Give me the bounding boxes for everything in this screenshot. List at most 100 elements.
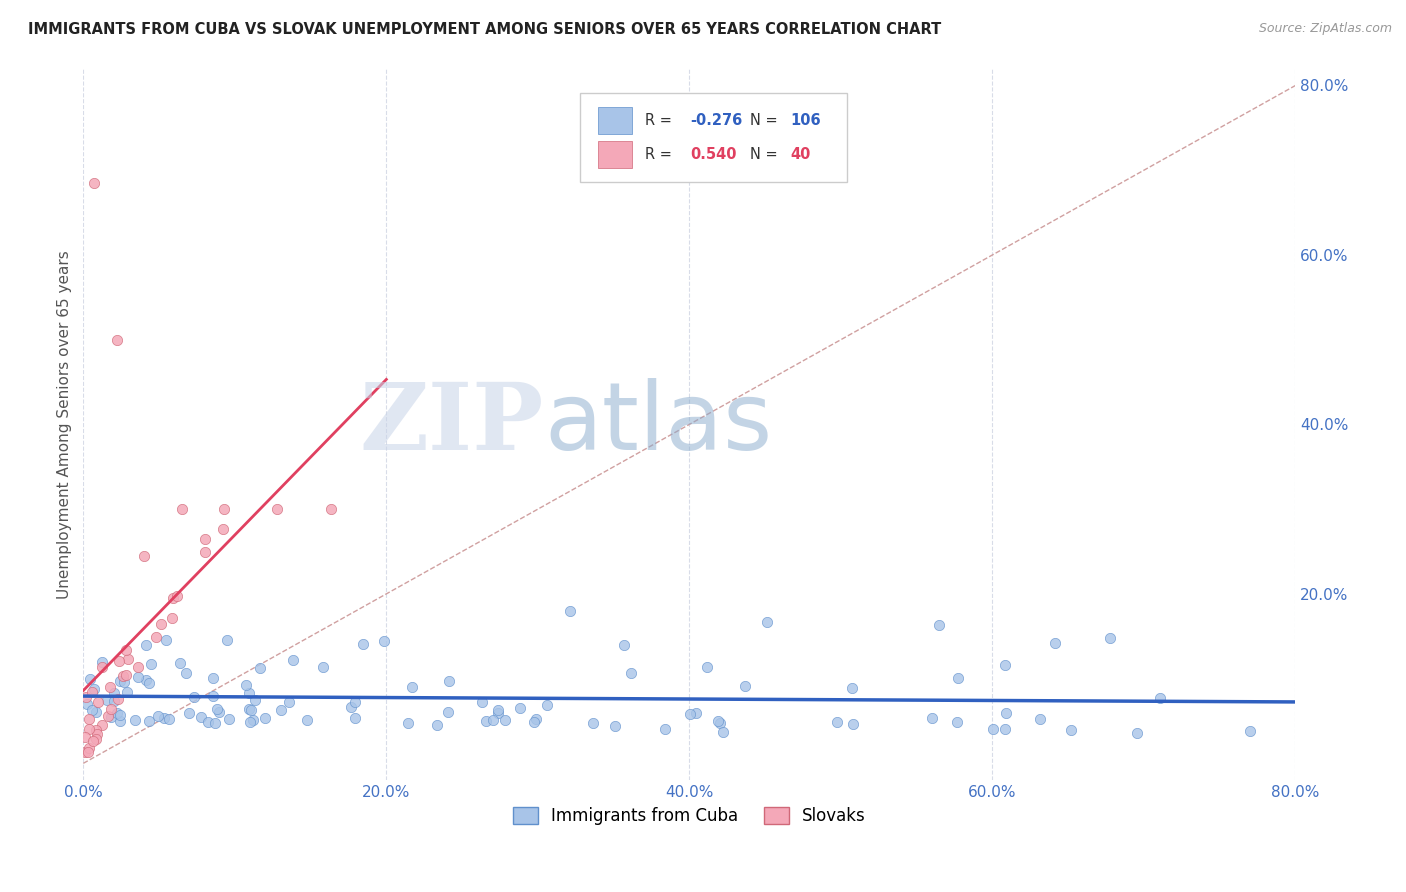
Point [1098,631,1121,645]
Point [437,673,460,688]
Point [253,711,276,725]
Text: atlas: atlas [544,378,772,470]
Point [91,718,114,732]
Point [582,716,605,731]
Point [76,698,98,712]
Point [115,685,138,699]
Point [73,730,96,744]
Point [238,702,260,716]
Point [217,633,239,648]
Point [146,708,169,723]
Point [169,656,191,670]
Point [734,679,756,693]
Point [755,615,778,630]
Point [1239,724,1261,739]
Point [108,708,131,723]
Point [218,712,240,726]
Point [1029,712,1052,726]
Point [115,667,138,681]
Point [183,690,205,705]
Point [1149,690,1171,705]
Point [536,698,558,713]
Point [281,653,304,667]
Text: R =: R = [644,147,676,162]
Point [153,711,176,725]
Point [135,673,157,687]
Point [654,722,676,736]
Point [266,502,288,516]
Point [620,666,643,681]
Point [100,702,122,716]
Point [401,680,423,694]
Point [207,706,229,720]
Text: ZIP: ZIP [360,379,544,469]
Point [928,618,950,632]
Point [524,712,547,726]
Point [842,717,865,731]
Point [481,713,503,727]
Point [295,714,318,728]
Point [127,660,149,674]
Point [127,670,149,684]
Point [77,712,100,726]
Point [696,659,718,673]
Point [97,709,120,723]
Point [426,718,449,732]
Point [475,714,498,728]
Point [494,713,516,727]
Point [105,333,128,347]
Point [1045,636,1067,650]
Point [245,693,267,707]
Point [83,176,105,190]
Point [73,745,96,759]
Point [238,686,260,700]
Point [685,706,707,720]
Point [107,692,129,706]
Point [79,673,101,687]
Point [135,638,157,652]
Point [340,700,363,714]
Point [373,634,395,648]
Point [86,727,108,741]
Point [613,638,636,652]
Point [132,549,155,563]
Point [1126,726,1149,740]
Point [239,715,262,730]
Point [603,719,626,733]
Point [84,705,107,719]
Point [488,706,510,720]
Text: 40: 40 [790,147,810,162]
Text: R =: R = [644,113,676,128]
Point [841,681,863,696]
Point [84,732,107,747]
Point [190,709,212,723]
Point [86,695,108,709]
Bar [599,107,633,134]
Point [155,632,177,647]
Point [235,678,257,692]
Point [312,660,335,674]
Point [108,654,131,668]
Text: N =: N = [749,113,782,128]
Text: IMMIGRANTS FROM CUBA VS SLOVAK UNEMPLOYMENT AMONG SENIORS OVER 65 YEARS CORRELAT: IMMIGRANTS FROM CUBA VS SLOVAK UNEMPLOYM… [28,22,942,37]
Point [141,657,163,671]
Point [242,713,264,727]
Point [679,707,702,722]
Point [83,681,105,696]
Point [212,522,235,536]
Point [709,716,731,731]
Point [1059,723,1081,738]
Point [437,706,460,720]
Point [76,745,98,759]
Point [105,706,128,720]
Legend: Immigrants from Cuba, Slovaks: Immigrants from Cuba, Slovaks [513,807,866,825]
Point [111,669,134,683]
Point [80,703,103,717]
Point [201,671,224,685]
Bar [599,141,633,169]
Text: N =: N = [749,147,782,162]
Point [249,660,271,674]
Point [157,712,180,726]
Text: 0.540: 0.540 [690,147,737,162]
Point [103,685,125,699]
